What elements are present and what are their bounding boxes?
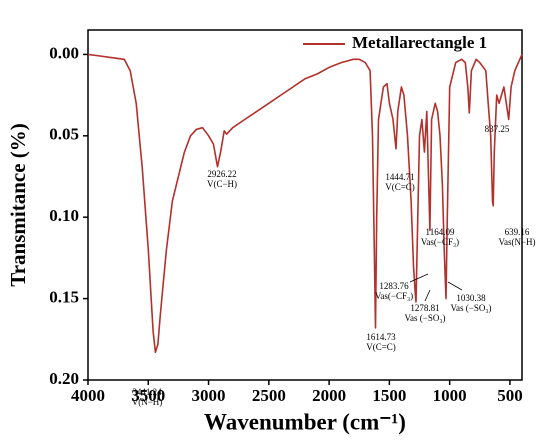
annotation-arrow <box>409 273 429 283</box>
plot-frame <box>87 29 523 381</box>
annotation-arrow <box>447 281 463 291</box>
x-tick-label: 2500 <box>252 386 286 405</box>
x-tick-label: 500 <box>497 386 523 405</box>
peak-annotation: 3441.24 <box>132 387 162 397</box>
x-axis-label: Wavenumber (cm⁻¹) <box>204 409 406 434</box>
y-tick-label: 0.20 <box>49 369 79 388</box>
peak-annotation: Vas (−SO₃) <box>451 303 492 313</box>
peak-annotation: 1614.73 <box>366 332 396 342</box>
peak-annotation: Vas (−SO₃) <box>405 313 446 323</box>
x-tick-label: 4000 <box>71 386 105 405</box>
y-tick-label: 0.05 <box>49 125 79 144</box>
peak-annotation: 1444.71 <box>385 172 414 182</box>
y-tick-label: 0.15 <box>49 288 79 307</box>
peak-annotation: 1278.81 <box>410 303 439 313</box>
peak-annotation: 639.16 <box>505 227 530 237</box>
peak-annotation: Vas(−CF₃) <box>375 291 413 301</box>
y-axis-label: Transmitance (%) <box>6 123 30 287</box>
peak-annotation: Vas(−CF₃) <box>421 237 459 247</box>
peak-annotation: 1164.09 <box>426 227 455 237</box>
x-tick-label: 3000 <box>192 386 226 405</box>
peak-annotation: Vas(N−H) <box>498 237 535 247</box>
annotation-arrow <box>424 289 431 302</box>
peak-annotation: 2926.22 <box>207 169 236 179</box>
peak-annotation: V(C−H) <box>207 179 237 189</box>
legend-label: Metallarectangle 1 <box>352 33 487 52</box>
peak-annotation: 1030.38 <box>456 293 486 303</box>
y-tick-label: 0.00 <box>49 43 79 62</box>
y-tick-label: 0.10 <box>49 206 79 225</box>
peak-annotation: 837.25 <box>485 124 510 134</box>
x-tick-label: 1000 <box>433 386 467 405</box>
peak-annotation: V(C=C) <box>366 342 396 352</box>
x-tick-label: 1500 <box>372 386 406 405</box>
x-tick-label: 2000 <box>312 386 346 405</box>
spectrum-line <box>87 53 523 354</box>
x-tick-label: 3500 <box>131 386 165 405</box>
peak-annotation: 1283.76 <box>379 281 409 291</box>
peak-annotation: V(N−H) <box>132 397 163 407</box>
peak-annotation: V(C=C) <box>385 182 415 192</box>
